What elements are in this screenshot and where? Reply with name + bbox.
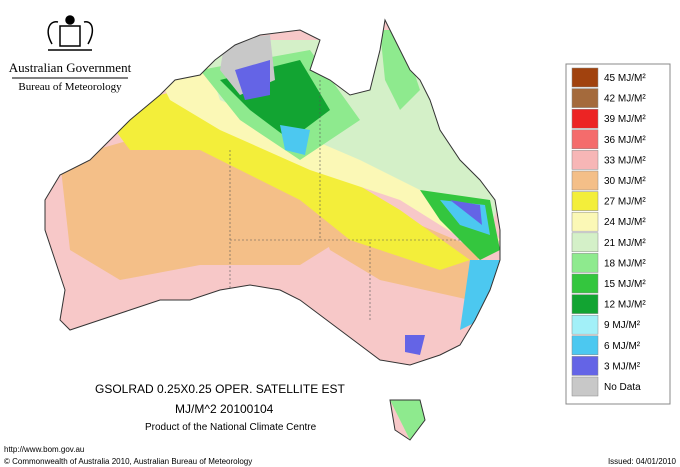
legend-swatch: [571, 191, 599, 211]
legend-label: 15 MJ/M²: [604, 279, 646, 290]
state-borders: [229, 80, 460, 320]
footer-issued: Issued: 04/01/2010: [608, 457, 677, 466]
legend-label: 12 MJ/M²: [604, 300, 646, 311]
legend-swatch: [571, 376, 599, 397]
bureau-name: Bureau of Meteorology: [18, 81, 122, 93]
product-line: GSOLRAD 0.25X0.25 OPER. SATELLITE EST: [95, 382, 346, 396]
legend-label: 3 MJ/M²: [604, 361, 641, 372]
legend-swatch: [571, 273, 599, 294]
coat-of-arms: [47, 15, 94, 51]
legend-label: 33 MJ/M²: [604, 155, 646, 166]
legend-label: 39 MJ/M²: [604, 114, 646, 125]
legend-swatch: [571, 170, 599, 191]
legend-swatch: [571, 150, 599, 170]
product-line: MJ/M^2 20100104: [175, 402, 274, 416]
legend-label: 36 MJ/M²: [604, 135, 646, 146]
legend-swatch: [571, 356, 599, 376]
legend-label: No Data: [604, 382, 641, 393]
legend-swatch: [571, 211, 599, 232]
legend-label: 24 MJ/M²: [604, 217, 646, 228]
legend-label: 27 MJ/M²: [604, 197, 646, 208]
legend-label: 30 MJ/M²: [604, 176, 646, 187]
footer-url: http://www.bom.gov.au: [4, 445, 84, 454]
legend-swatch: [571, 108, 599, 129]
legend-label: 18 MJ/M²: [604, 258, 646, 269]
org-name: Australian Government: [9, 60, 132, 75]
legend-label: 6 MJ/M²: [604, 341, 641, 352]
legend-label: 45 MJ/M²: [604, 73, 646, 84]
legend-swatch: [571, 232, 599, 253]
legend-swatch: [571, 67, 599, 88]
legend-swatch: [571, 314, 599, 335]
legend-swatch: [571, 253, 599, 273]
legend-swatch: [571, 129, 599, 150]
legend-label: 42 MJ/M²: [604, 94, 646, 105]
legend-swatch: [571, 294, 599, 314]
legend-label: 9 MJ/M²: [604, 320, 641, 331]
product-line: Product of the National Climate Centre: [145, 422, 317, 433]
legend-swatch: [571, 88, 599, 108]
legend-label: 21 MJ/M²: [604, 238, 646, 249]
legend-swatch: [571, 335, 599, 356]
legend: 45 MJ/M² 42 MJ/M² 39 MJ/M² 36 MJ/M² 33 MJ/M²…: [565, 63, 671, 405]
footer-copyright: © Commonwealth of Australia 2010, Austra…: [4, 457, 252, 466]
